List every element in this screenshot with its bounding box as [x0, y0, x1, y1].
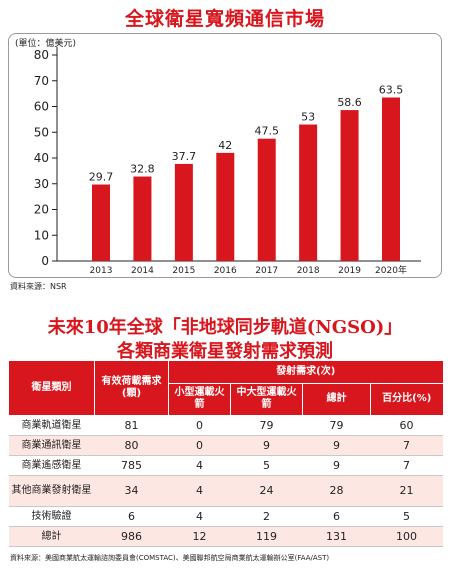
row-payload: 785 — [94, 455, 169, 476]
x-tick-label: 2015 — [172, 266, 195, 276]
bar-value-label: 32.8 — [130, 163, 155, 176]
row-category: 其他商業發射衛星 — [8, 475, 95, 507]
row-medium: 24 — [230, 475, 303, 507]
header-percent: 百分比(%) — [369, 383, 443, 416]
bar-chart: (單位：億美元) 0 10 20 30 40 50 60 70 80 29.7 2013 32.8 201… — [15, 37, 421, 276]
chart-source: 資料來源：NSR — [10, 282, 67, 291]
bar — [216, 152, 235, 261]
bar-value-label: 47.5 — [254, 125, 279, 138]
bar — [299, 124, 318, 262]
header-total: 總計 — [302, 383, 371, 416]
header-medium-rocket: 中大型運載火箭 — [230, 383, 303, 416]
row-percent: 60 — [370, 415, 443, 436]
row-small: 4 — [168, 475, 231, 507]
table-row: 商業通訊衛星 80 0 9 9 7 — [8, 435, 443, 456]
row-category: 商業遙感衛星 — [8, 455, 95, 476]
table-row-total: 總計 986 12 119 131 100 — [8, 526, 443, 547]
row-payload: 81 — [94, 415, 169, 436]
table-row: 商業軌道衛星 81 0 79 79 60 — [8, 415, 443, 436]
row-category: 總計 — [8, 526, 95, 547]
table-source: 資料來源：美國商業航太運輸諮詢委員會(COMSTAC)、美國聯邦航空局商業航太運… — [10, 554, 330, 562]
x-tick-label: 2017 — [255, 266, 278, 276]
row-total: 9 — [302, 435, 371, 456]
row-small: 0 — [168, 435, 231, 456]
x-tick-label: 2020年 — [375, 264, 407, 276]
y-tick-label: 0 — [41, 254, 49, 268]
x-tick-label: 2016 — [214, 266, 237, 276]
table-title-line-2: 各類商業衛星發射需求預測 — [117, 341, 333, 362]
y-tick-label: 60 — [34, 100, 49, 114]
bar-value-label: 29.7 — [89, 171, 114, 184]
y-tick-label: 20 — [34, 203, 49, 217]
table-row: 其他商業發射衛星 34 4 24 28 21 — [8, 475, 443, 507]
row-medium: 2 — [230, 506, 303, 527]
bar-value-label: 63.5 — [379, 83, 404, 96]
table-title-line-1: 未來10年全球「非地球同步軌道(NGSO)」 — [47, 317, 403, 338]
bar-value-label: 42 — [218, 139, 232, 152]
row-small: 4 — [168, 506, 231, 527]
row-small: 12 — [168, 526, 231, 547]
row-total: 6 — [302, 506, 371, 527]
bar-value-label: 53 — [301, 111, 315, 124]
x-tick-label: 2013 — [90, 266, 113, 276]
bar — [92, 184, 110, 261]
bar — [382, 97, 400, 261]
row-medium: 79 — [230, 415, 303, 436]
row-category: 商業通訊衛星 — [8, 435, 95, 456]
y-tick-label: 40 — [34, 151, 49, 165]
table-title: 未來10年全球「非地球同步軌道(NGSO)」 各類商業衛星發射需求預測 — [0, 316, 450, 364]
header-category: 衛星類別 — [8, 361, 95, 416]
row-payload: 80 — [94, 435, 169, 456]
header-small-rocket: 小型運載火箭 — [168, 383, 231, 416]
bar — [257, 138, 276, 261]
row-category: 技術驗證 — [8, 506, 95, 527]
row-small: 4 — [168, 455, 231, 476]
row-total: 79 — [302, 415, 371, 436]
row-small: 0 — [168, 415, 231, 436]
unit-label: (單位：億美元) — [15, 37, 76, 49]
row-medium: 9 — [230, 435, 303, 456]
y-tick-label: 30 — [34, 177, 49, 191]
row-total: 9 — [302, 455, 371, 476]
row-medium: 119 — [230, 526, 303, 547]
row-total: 131 — [302, 526, 371, 547]
row-percent: 7 — [370, 455, 443, 476]
y-tick-label: 80 — [34, 48, 49, 62]
header-launch-demand: 發射需求(次) — [167, 361, 443, 384]
row-percent: 5 — [370, 506, 443, 527]
bar — [174, 163, 193, 261]
row-percent: 21 — [370, 475, 443, 507]
chart-title: 全球衛星寬頻通信市場 — [124, 8, 325, 30]
row-medium: 5 — [230, 455, 303, 476]
row-payload: 986 — [94, 526, 169, 547]
y-tick-label: 10 — [34, 228, 49, 242]
x-tick-label: 2018 — [297, 266, 320, 276]
row-payload: 34 — [94, 475, 169, 507]
y-tick-label: 50 — [34, 125, 49, 139]
header-payload: 有效荷載需求(顆) — [94, 361, 169, 416]
row-payload: 6 — [94, 506, 169, 527]
row-percent: 100 — [370, 526, 443, 547]
row-category: 商業軌道衛星 — [8, 415, 95, 436]
row-percent: 7 — [370, 435, 443, 456]
bar-value-label: 58.6 — [337, 96, 362, 109]
launch-demand-table: 衛星類別 有效荷載需求(顆) 發射需求(次) 小型運載火箭 中大型運載火箭 總計… — [8, 361, 443, 547]
table-row: 技術驗證 6 4 2 6 5 — [8, 506, 443, 527]
bar — [133, 176, 152, 261]
bar-value-label: 37.7 — [172, 150, 197, 163]
bar — [340, 110, 359, 261]
chart-panel: (單位：億美元) 0 10 20 30 40 50 60 70 80 29.7 2013 32.8 201… — [8, 33, 442, 278]
x-tick-label: 2014 — [131, 266, 154, 276]
x-tick-label: 2019 — [338, 266, 361, 276]
row-total: 28 — [302, 475, 371, 507]
table-row: 商業遙感衛星 785 4 5 9 7 — [8, 455, 443, 476]
y-tick-label: 70 — [34, 74, 49, 88]
